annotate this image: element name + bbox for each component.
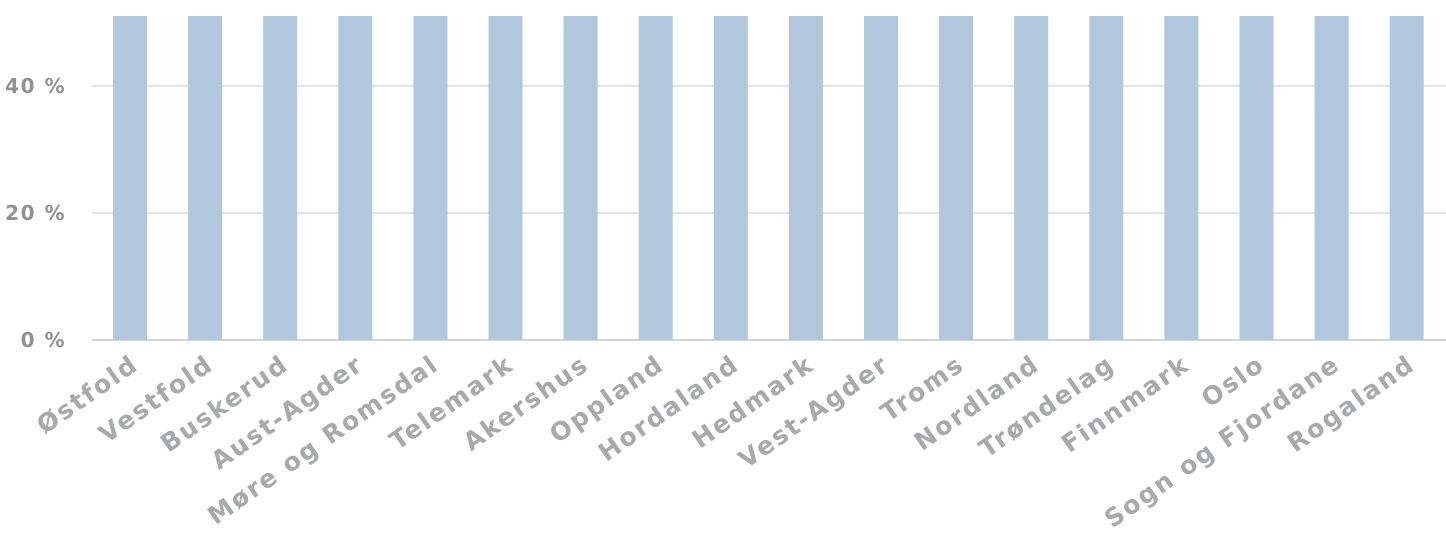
bar bbox=[864, 16, 898, 340]
bar bbox=[413, 16, 448, 340]
bar bbox=[263, 16, 298, 340]
bar bbox=[638, 16, 673, 340]
bar bbox=[939, 16, 974, 340]
bar bbox=[1164, 16, 1199, 340]
bar bbox=[788, 16, 823, 340]
bar bbox=[713, 16, 748, 340]
bar bbox=[1314, 16, 1349, 340]
bar bbox=[1239, 16, 1274, 340]
bars bbox=[113, 16, 1424, 340]
y-tick-label: 20 % bbox=[5, 201, 66, 225]
bar bbox=[488, 16, 523, 340]
y-tick-label: 40 % bbox=[5, 74, 66, 98]
bar bbox=[563, 16, 598, 340]
bar bbox=[1389, 16, 1424, 340]
bar bbox=[1014, 16, 1049, 340]
y-axis-ticks: 0 % 20 % 40 % bbox=[5, 74, 66, 352]
bar bbox=[188, 16, 223, 340]
gridlines bbox=[92, 84, 1446, 341]
bar bbox=[338, 16, 373, 340]
x-tick-label: Finnmark bbox=[1056, 349, 1195, 458]
bar bbox=[1089, 16, 1124, 340]
x-tick-label: Rogaland bbox=[1282, 349, 1420, 458]
y-tick-label: 0 % bbox=[21, 328, 66, 352]
bar bbox=[113, 16, 147, 340]
